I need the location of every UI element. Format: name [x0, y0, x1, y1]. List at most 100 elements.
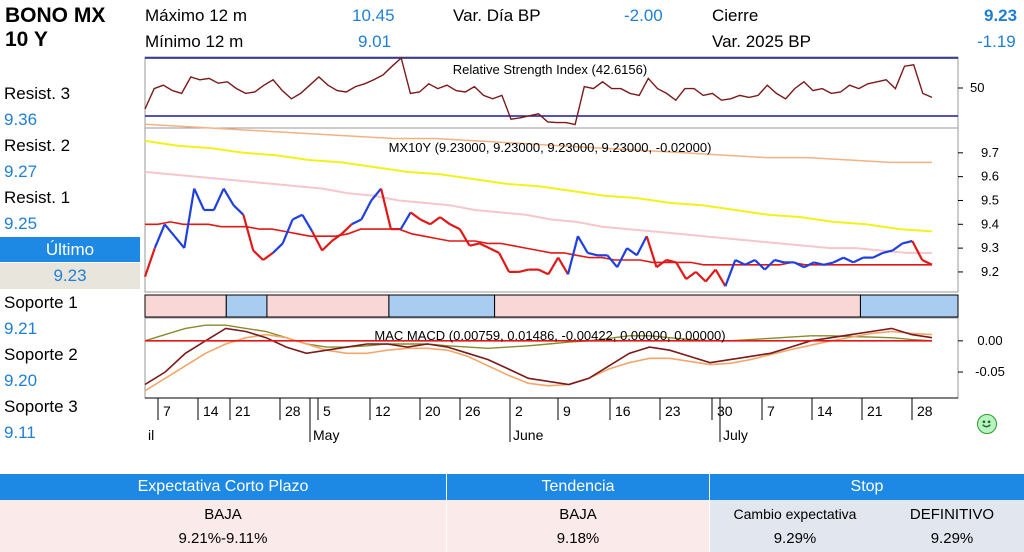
price-segment [272, 242, 284, 254]
date-tick-label: 2 [515, 403, 523, 419]
price-segment [587, 251, 598, 257]
expectativa-value: 9.21%-9.11% [178, 530, 268, 547]
regime-band [225, 294, 268, 318]
macd-panel [144, 317, 959, 399]
month-label: July [723, 427, 748, 443]
price-segment [576, 235, 589, 254]
macd-signal-line [144, 330, 933, 392]
month-label: May [313, 427, 339, 443]
price-segment [469, 242, 480, 247]
price-segment [695, 271, 707, 283]
price-tick-label: 9.5 [981, 192, 999, 207]
tendencia-cell: BAJA 9.18% [447, 500, 709, 552]
price-segment [351, 218, 362, 226]
macd-axis: 0.00 -0.05 [958, 333, 1005, 379]
price-segment [616, 247, 628, 268]
date-tick-label: 28 [917, 403, 933, 419]
vardia-label: Var. Día BP [453, 6, 541, 25]
price-segment [518, 268, 529, 273]
price-segment [635, 235, 648, 256]
soporte2-value: 9.20 [4, 371, 38, 390]
date-tick-label: 23 [665, 403, 681, 419]
price-tick-label: 9.4 [981, 216, 999, 231]
stop-definitivo-label: DEFINITIVO [909, 506, 995, 523]
month-label: June [513, 427, 544, 443]
price-segment [734, 259, 746, 266]
price-tick-label: 9.7 [981, 145, 999, 160]
price-segment [823, 261, 834, 266]
expectativa-label: BAJA [204, 506, 242, 523]
price-segment [714, 269, 727, 287]
price-segment [704, 268, 717, 283]
price-segment [153, 223, 166, 249]
regime-band [494, 294, 861, 318]
ma-long-line [144, 123, 932, 164]
resist3-label: Resist. 3 [4, 84, 71, 103]
price-segment [380, 188, 392, 230]
regime-band [388, 294, 496, 318]
price-segment [458, 228, 471, 247]
vardia-value: -2.00 [624, 6, 663, 25]
price-segment [449, 223, 461, 231]
price-segment [655, 259, 668, 269]
price-segment [764, 259, 776, 271]
rsi-line [144, 56, 933, 126]
price-segment [311, 230, 324, 252]
resist3-value: 9.36 [4, 110, 38, 129]
date-tick-label: 26 [465, 403, 481, 419]
date-tick-label: 20 [425, 403, 441, 419]
date-tick-label: 30 [717, 403, 733, 419]
max12m-value: 10.45 [352, 6, 395, 25]
macd-tick-label: 0.00 [977, 333, 1002, 348]
rsi-series [144, 56, 933, 126]
price-segment [902, 239, 913, 245]
var2025-value: -1.19 [977, 32, 1016, 51]
macd-tick-label: -0.05 [975, 364, 1005, 379]
price-segment [252, 249, 264, 261]
price-segment [242, 214, 255, 251]
resist2-label: Resist. 2 [4, 136, 71, 155]
min12m-label: Mínimo 12 m [145, 32, 244, 51]
price-segment [321, 240, 333, 252]
rsi-title: Relative Strength Index (42.6156) [453, 62, 647, 77]
resist1-label: Resist. 1 [4, 188, 71, 207]
soporte1-value: 9.21 [4, 319, 38, 338]
regime-band [266, 294, 390, 318]
price-segment [626, 247, 638, 257]
price-segment [292, 213, 303, 221]
soporte3-value: 9.11 [4, 423, 36, 442]
regime-band [859, 294, 959, 318]
stop-definitivo-value: 9.29% [930, 530, 974, 547]
price-segment [803, 261, 815, 269]
cierre-label: Cierre [712, 6, 759, 25]
macd-title: MAC MACD (0.00759, 0.01486, -0.00422, 0.… [374, 328, 725, 343]
date-tick-label: 7 [163, 403, 171, 419]
price-segment [498, 252, 510, 273]
resist1-value: 9.25 [4, 214, 38, 233]
max12m-label: Máximo 12 m [145, 6, 248, 25]
price-segment [409, 211, 422, 221]
price-segment [911, 240, 924, 261]
price-segment [370, 187, 382, 202]
price-segment [429, 216, 441, 226]
price-segment [557, 257, 569, 275]
macd-line [144, 327, 933, 386]
tendencia-value: 9.18% [556, 530, 600, 547]
price-segment [833, 256, 844, 264]
header-expectativa: Expectativa Corto Plazo [0, 474, 446, 500]
date-tick-label: 9 [563, 403, 571, 419]
macd-hist-line [144, 324, 933, 350]
price-segment [419, 218, 431, 226]
price-segment [143, 247, 156, 278]
price-segment [488, 247, 500, 254]
price-segment [331, 232, 343, 242]
min12m-value: 9.01 [358, 32, 392, 51]
price-segment [754, 259, 766, 271]
stop-change-label: Cambio expectativa [733, 506, 857, 522]
price-segment [399, 211, 412, 230]
ultimo-value: 9.23 [0, 263, 140, 289]
instrument-name: BONO MX [5, 4, 106, 27]
stop-cell: Cambio expectativa 9.29% DEFINITIVO 9.29… [710, 500, 1024, 552]
soporte2-label: Soporte 2 [4, 345, 78, 364]
var2025-label: Var. 2025 BP [712, 32, 811, 51]
